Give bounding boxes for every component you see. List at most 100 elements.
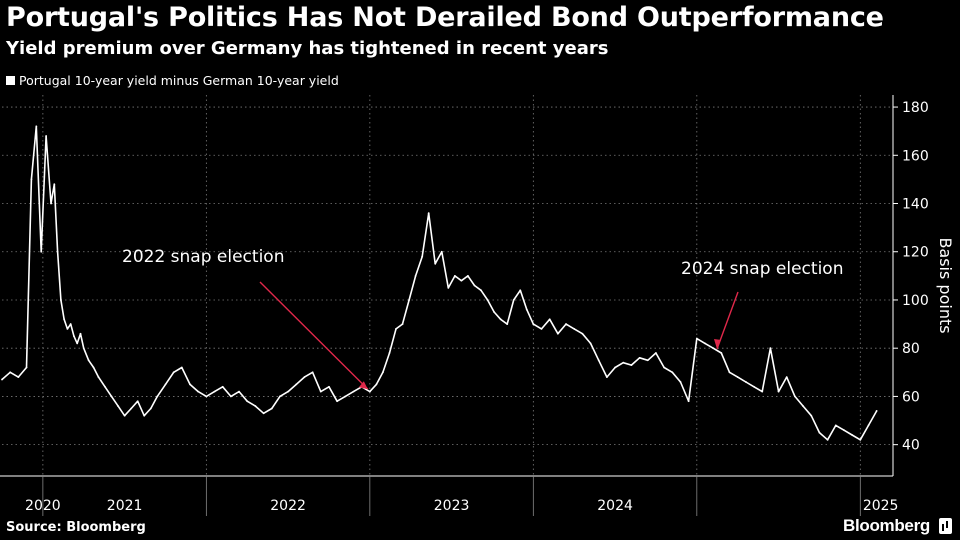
data-point	[87, 359, 90, 362]
data-point	[287, 390, 290, 393]
data-point	[597, 359, 600, 362]
data-point	[638, 356, 641, 359]
legend-label: Portugal 10-year yield minus German 10-y…	[19, 73, 339, 88]
data-point	[221, 385, 224, 388]
data-point	[655, 352, 657, 354]
bloomberg-logo: Bloomberg	[842, 516, 930, 535]
data-point	[319, 390, 322, 393]
data-point	[59, 299, 62, 301]
y-tick-label-120: 120	[902, 245, 929, 261]
data-point	[875, 409, 878, 412]
data-point	[519, 289, 522, 292]
data-point	[794, 395, 796, 398]
data-point	[687, 400, 690, 403]
data-point	[40, 250, 43, 253]
data-point	[1, 378, 3, 381]
chart-title: Portugal's Politics Has Not Derailed Bon…	[6, 2, 884, 33]
data-point	[867, 424, 870, 427]
data-point	[303, 376, 306, 379]
y-tick-label-140: 140	[902, 197, 929, 213]
data-point	[785, 376, 788, 379]
data-point	[447, 287, 450, 289]
data-point	[761, 390, 764, 393]
data-point	[246, 400, 249, 403]
data-point	[401, 323, 404, 325]
data-point	[499, 318, 502, 321]
x-tick-label-2020: 2020	[25, 498, 61, 514]
data-point	[25, 366, 28, 369]
y-tick-label-160: 160	[902, 148, 929, 164]
data-point	[453, 274, 456, 277]
annotation-arrow-2024	[716, 291, 739, 350]
data-point	[414, 274, 417, 277]
data-point	[525, 308, 528, 311]
data-point	[810, 414, 813, 417]
data-point	[460, 279, 463, 282]
data-point	[143, 414, 146, 417]
y-tick-label-180: 180	[902, 100, 929, 116]
x-tick-label-2023: 2023	[434, 498, 470, 514]
data-point	[336, 400, 339, 403]
data-point	[45, 135, 48, 137]
data-point	[679, 381, 682, 383]
data-point	[311, 371, 314, 374]
data-point	[843, 429, 845, 432]
data-point	[630, 364, 633, 366]
data-point	[695, 337, 698, 340]
data-point	[9, 371, 12, 374]
data-point	[671, 371, 674, 374]
data-point	[753, 385, 755, 388]
data-point	[205, 395, 208, 398]
data-point	[556, 332, 559, 335]
data-point	[408, 299, 410, 301]
y-tick-label-40: 40	[902, 438, 920, 454]
data-point	[30, 178, 33, 181]
data-point	[646, 359, 649, 362]
data-point	[73, 335, 75, 338]
data-point	[605, 376, 608, 379]
data-point	[859, 438, 862, 441]
data-point	[540, 328, 543, 330]
data-point	[851, 434, 854, 436]
data-point	[69, 323, 72, 325]
data-point	[117, 405, 119, 407]
data-point	[213, 390, 216, 393]
data-point	[180, 366, 183, 369]
source-note: Source: Bloomberg	[6, 520, 146, 535]
data-point	[164, 383, 167, 386]
annotation-2024-snap-election: 2024 snap election	[681, 259, 843, 279]
data-point	[344, 395, 347, 398]
data-point	[156, 395, 159, 398]
y-tick-label-100: 100	[902, 293, 929, 309]
data-point	[270, 407, 273, 410]
data-point	[149, 407, 152, 410]
data-point	[368, 390, 371, 393]
data-point	[712, 347, 715, 350]
y-tick-label-80: 80	[902, 341, 920, 357]
data-point	[104, 385, 106, 388]
data-point	[473, 284, 476, 287]
data-point	[614, 366, 616, 369]
data-point	[382, 371, 384, 374]
data-point	[728, 371, 731, 374]
data-point	[395, 328, 397, 330]
series-line-spread	[1, 125, 878, 441]
data-point	[63, 318, 66, 321]
annotation-arrowhead-2024	[714, 339, 721, 349]
data-point	[295, 383, 298, 386]
data-point	[802, 405, 804, 407]
data-point	[486, 299, 489, 301]
data-point	[110, 395, 113, 398]
data-point	[130, 407, 133, 410]
x-tick-label-2024: 2024	[597, 498, 633, 514]
data-point	[328, 385, 330, 388]
data-point	[434, 262, 437, 265]
data-point	[82, 347, 85, 350]
data-point	[189, 383, 191, 386]
data-point	[92, 366, 95, 369]
data-point	[427, 212, 430, 215]
data-point	[826, 438, 829, 441]
data-point	[744, 381, 747, 383]
data-point	[834, 424, 837, 427]
data-point	[506, 323, 509, 325]
